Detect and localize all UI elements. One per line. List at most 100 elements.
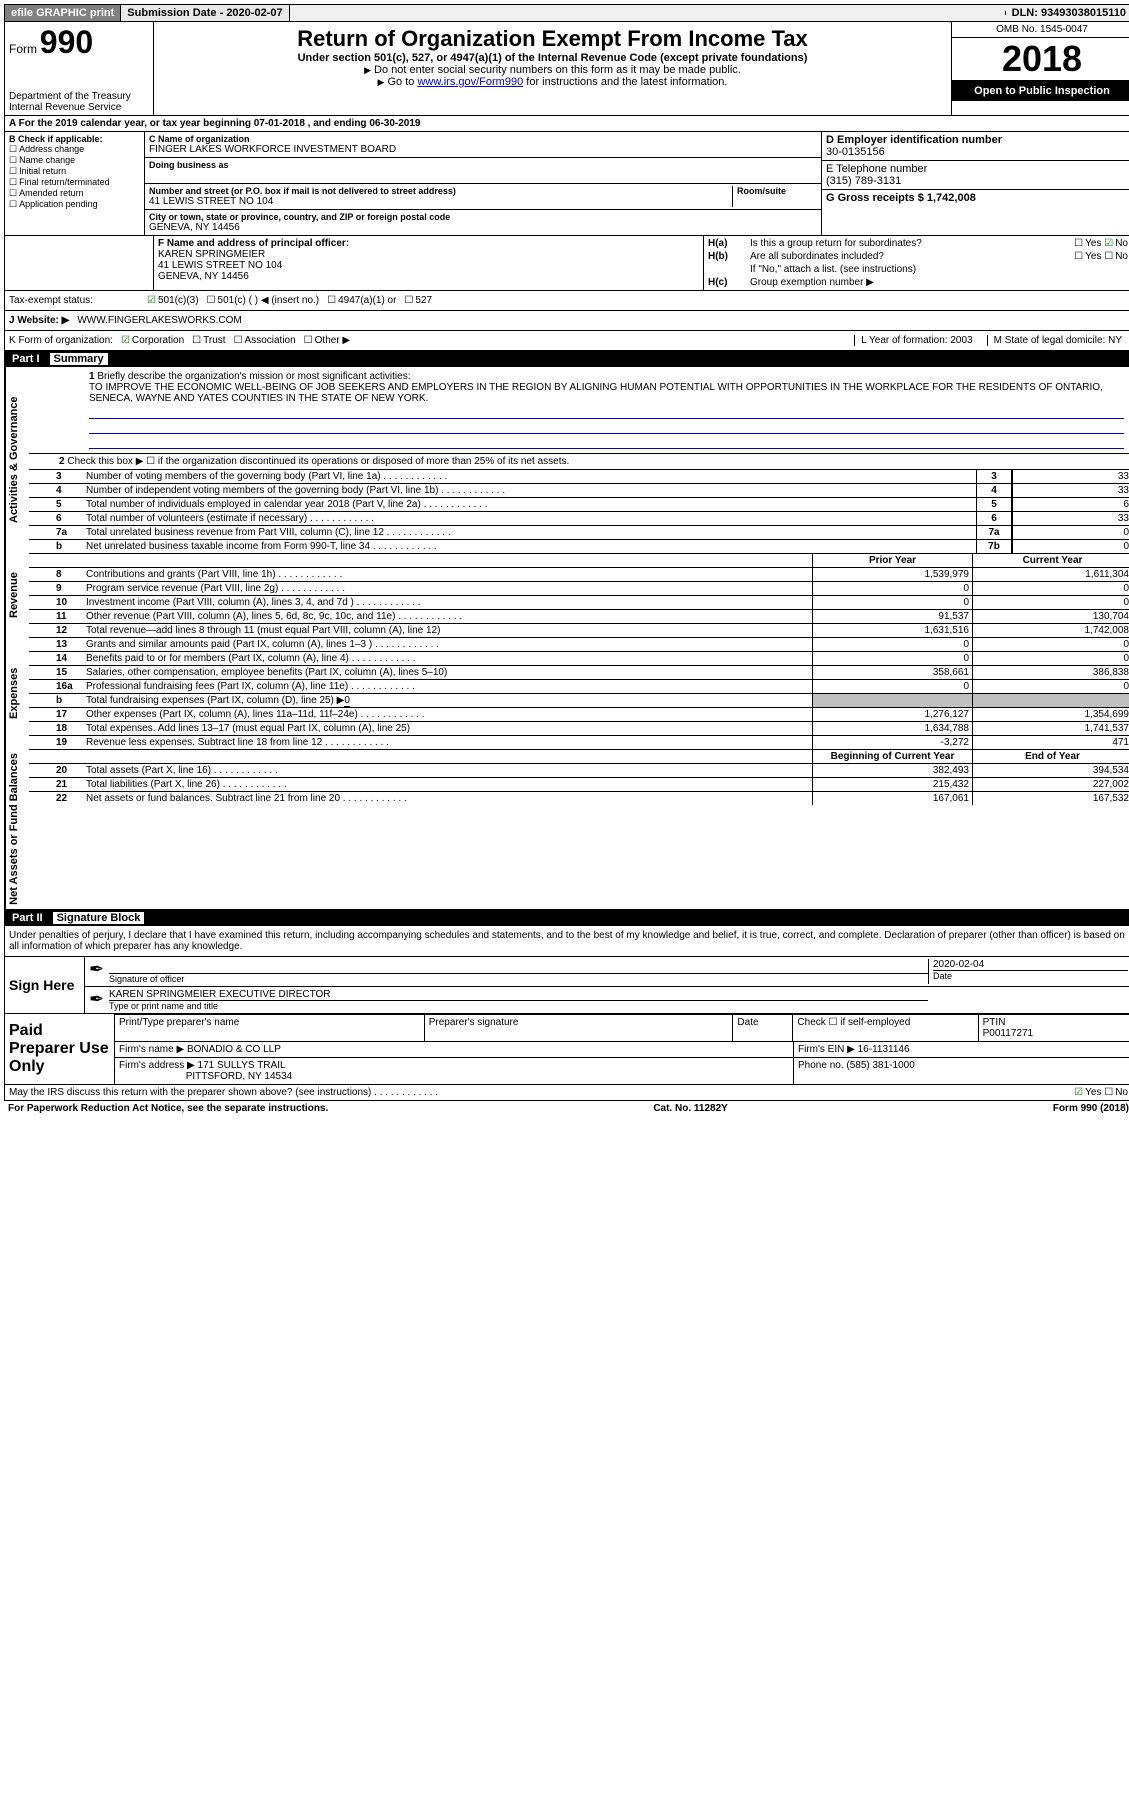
- paid-preparer-label: Paid Preparer Use Only: [5, 1014, 115, 1084]
- line8-py: 1,539,979: [812, 567, 972, 581]
- g-gross-receipts: G Gross receipts $ 1,742,008: [826, 192, 1128, 204]
- firm-name: BONADIO & CO LLP: [187, 1044, 281, 1055]
- check-b-label: B Check if applicable:: [9, 134, 140, 144]
- line9-cy: 0: [972, 581, 1129, 595]
- tax-exempt-status: Tax-exempt status: 501(c)(3) 501(c) ( ) …: [4, 291, 1129, 311]
- line19-py: -3,272: [812, 735, 972, 749]
- ptin-label: PTIN: [983, 1017, 1006, 1028]
- firm-addr-label: Firm's address ▶: [119, 1060, 195, 1071]
- chk-address-change[interactable]: Address change: [9, 144, 140, 155]
- chk-4947a1[interactable]: 4947(a)(1) or: [327, 295, 396, 306]
- form990-link[interactable]: www.irs.gov/Form990: [417, 76, 523, 88]
- c-name-label: C Name of organization: [149, 134, 817, 144]
- chk-initial-return[interactable]: Initial return: [9, 166, 140, 177]
- line11-cy: 130,704: [972, 609, 1129, 623]
- note-goto-pre: Go to: [378, 76, 418, 88]
- ptin-value: P00117271: [983, 1028, 1033, 1039]
- paperwork-notice: For Paperwork Reduction Act Notice, see …: [8, 1103, 328, 1114]
- part2-num: Part II: [12, 912, 43, 924]
- line11-label: Other revenue (Part VIII, column (A), li…: [83, 609, 812, 623]
- line13-label: Grants and similar amounts paid (Part IX…: [83, 637, 812, 651]
- ha-label: Is this a group return for subordinates?: [750, 238, 1072, 249]
- line15-label: Salaries, other compensation, employee b…: [83, 665, 812, 679]
- prep-h1: Print/Type preparer's name: [115, 1015, 424, 1041]
- officer-name-title: KAREN SPRINGMEIER EXECUTIVE DIRECTOR: [109, 989, 928, 1001]
- line21-label: Total liabilities (Part X, line 26): [83, 777, 812, 791]
- chk-501c-other[interactable]: 501(c) ( ) ◀ (insert no.): [207, 295, 320, 306]
- line17-py: 1,276,127: [812, 707, 972, 721]
- chk-application-pending[interactable]: Application pending: [9, 199, 140, 210]
- net-assets-label: Net Assets or Fund Balances: [5, 749, 29, 909]
- l-year-formation: L Year of formation: 2003: [854, 335, 978, 346]
- line13-py: 0: [812, 637, 972, 651]
- chk-527[interactable]: 527: [404, 295, 432, 306]
- date-label: Date: [933, 970, 1128, 981]
- line16b-label: Total fundraising expenses (Part IX, col…: [86, 695, 344, 706]
- boy-header: Beginning of Current Year: [812, 749, 972, 763]
- activities-governance-label: Activities & Governance: [5, 367, 29, 553]
- may-irs-no[interactable]: No: [1104, 1087, 1128, 1098]
- prep-h4: Check ☐ if self-employed: [792, 1015, 977, 1041]
- prep-h2: Preparer's signature: [424, 1015, 733, 1041]
- signature-block: Under penalties of perjury, I declare th…: [4, 926, 1129, 1014]
- chk-trust[interactable]: Trust: [192, 335, 225, 346]
- chk-501c3[interactable]: 501(c)(3): [147, 295, 199, 306]
- type-print-label: Type or print name and title: [109, 1001, 928, 1011]
- dept-treasury: Department of the Treasury: [9, 91, 149, 102]
- line8-label: Contributions and grants (Part VIII, lin…: [83, 567, 812, 581]
- line20-py: 382,493: [812, 763, 972, 777]
- line7a-value: 0: [1012, 525, 1129, 539]
- part1-num: Part I: [12, 353, 40, 365]
- e-phone-label: E Telephone number: [826, 163, 1128, 175]
- line17-label: Other expenses (Part IX, column (A), lin…: [83, 707, 812, 721]
- line2-text: Check this box ▶ ☐ if the organization d…: [67, 456, 569, 467]
- line1-label: Briefly describe the organization's miss…: [97, 371, 410, 382]
- line14-py: 0: [812, 651, 972, 665]
- city-label: City or town, state or province, country…: [149, 212, 817, 222]
- ein-value: 30-0135156: [826, 146, 1128, 158]
- part2-header: Part II Signature Block: [4, 910, 1129, 926]
- line17-cy: 1,354,699: [972, 707, 1129, 721]
- chk-association[interactable]: Association: [234, 335, 296, 346]
- chk-final-return[interactable]: Final return/terminated: [9, 177, 140, 188]
- line3-value: 33: [1012, 469, 1129, 483]
- note-goto-post: for instructions and the latest informat…: [526, 76, 727, 88]
- efile-button[interactable]: efile GRAPHIC print: [5, 5, 121, 21]
- line7a-label: Total unrelated business revenue from Pa…: [83, 525, 976, 539]
- line10-cy: 0: [972, 595, 1129, 609]
- note-ssn: Do not enter social security numbers on …: [158, 64, 947, 76]
- current-year-header: Current Year: [972, 553, 1129, 567]
- sign-here-label: Sign Here: [5, 956, 85, 1013]
- may-irs-question: May the IRS discuss this return with the…: [9, 1087, 438, 1098]
- line16a-py: 0: [812, 679, 972, 693]
- form-header: Form 990 Department of the Treasury Inte…: [4, 22, 1129, 116]
- form-prefix: Form: [9, 42, 37, 56]
- may-irs-discuss: May the IRS discuss this return with the…: [4, 1085, 1129, 1101]
- dln-label: DLN: 93493038015110: [1006, 5, 1129, 21]
- line16b-value: 0: [344, 695, 350, 707]
- form-990-footer: Form 990 (2018): [1053, 1103, 1129, 1114]
- line9-label: Program service revenue (Part VIII, line…: [83, 581, 812, 595]
- line14-cy: 0: [972, 651, 1129, 665]
- line7b-value: 0: [1012, 539, 1129, 553]
- line14-label: Benefits paid to or for members (Part IX…: [83, 651, 812, 665]
- line5-label: Total number of individuals employed in …: [83, 497, 976, 511]
- chk-amended-return[interactable]: Amended return: [9, 188, 140, 199]
- line18-label: Total expenses. Add lines 13–17 (must eq…: [83, 721, 812, 735]
- submission-date: Submission Date - 2020-02-07: [121, 5, 289, 21]
- chk-other[interactable]: Other ▶: [304, 335, 350, 346]
- room-label: Room/suite: [737, 186, 817, 196]
- line10-py: 0: [812, 595, 972, 609]
- form-subtitle: Under section 501(c), 527, or 4947(a)(1)…: [158, 52, 947, 64]
- line9-py: 0: [812, 581, 972, 595]
- prep-h3: Date: [732, 1015, 792, 1041]
- may-irs-yes[interactable]: Yes: [1074, 1087, 1101, 1098]
- firm-name-label: Firm's name ▶: [119, 1044, 184, 1055]
- chk-corporation[interactable]: Corporation: [121, 335, 184, 346]
- officer-addr1: 41 LEWIS STREET NO 104: [158, 260, 699, 271]
- form-of-org-row: K Form of organization: Corporation Trus…: [4, 331, 1129, 351]
- part1-body: Activities & Governance 1 Briefly descri…: [4, 367, 1129, 910]
- line22-py: 167,061: [812, 791, 972, 805]
- line8-cy: 1,611,304: [972, 567, 1129, 581]
- chk-name-change[interactable]: Name change: [9, 155, 140, 166]
